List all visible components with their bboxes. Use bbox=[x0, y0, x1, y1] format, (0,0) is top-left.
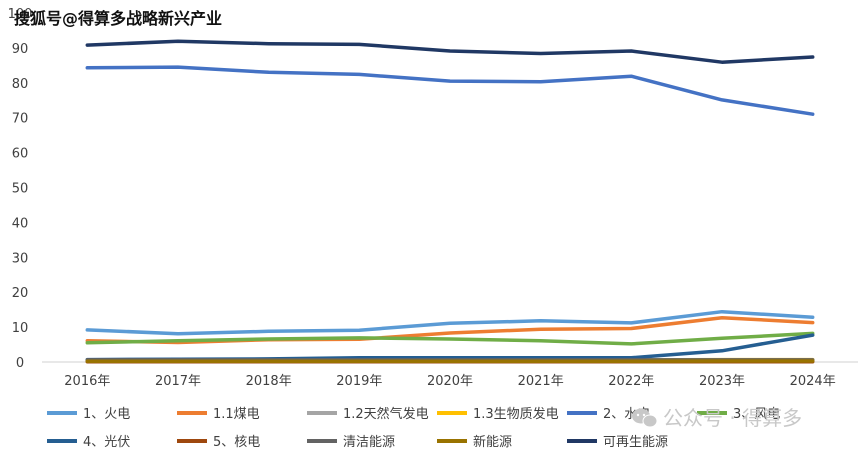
x-tick-label: 2021年 bbox=[518, 374, 564, 389]
y-tick-label: 60 bbox=[12, 147, 29, 162]
series-line bbox=[85, 65, 815, 116]
legend-label: 新能源 bbox=[473, 434, 512, 450]
x-tick-label: 2017年 bbox=[155, 374, 201, 389]
x-tick-label: 2022年 bbox=[608, 374, 654, 389]
legend-label: 1.1煤电 bbox=[213, 407, 260, 422]
series-line bbox=[85, 309, 815, 336]
x-tick-label: 2024年 bbox=[790, 374, 836, 389]
watermark-bottom: 公众号 · 得算多 bbox=[663, 406, 802, 430]
legend-label: 4、光伏 bbox=[83, 435, 130, 450]
legend-label: 可再生能源 bbox=[603, 435, 668, 450]
wechat-icon bbox=[632, 408, 658, 428]
legend-label: 5、核电 bbox=[213, 435, 260, 450]
y-tick-label: 70 bbox=[12, 112, 29, 127]
x-tick-label: 2020年 bbox=[427, 374, 473, 389]
series-line bbox=[85, 39, 815, 64]
y-tick-label: 80 bbox=[12, 77, 29, 92]
series-lines bbox=[85, 39, 815, 364]
y-tick-label: 50 bbox=[12, 182, 29, 197]
legend-label: 清洁能源 bbox=[343, 435, 395, 450]
x-tick-label: 2019年 bbox=[336, 374, 382, 389]
x-tick-label: 2018年 bbox=[246, 374, 292, 389]
y-tick-label: 100 bbox=[8, 7, 33, 22]
y-tick-label: 10 bbox=[12, 321, 29, 336]
y-tick-label: 90 bbox=[12, 42, 29, 57]
y-tick-label: 40 bbox=[12, 216, 29, 231]
legend-label: 1.3生物质发电 bbox=[473, 406, 559, 422]
legend-label: 1、火电 bbox=[83, 407, 130, 422]
y-tick-label: 0 bbox=[16, 356, 24, 371]
watermark-top: 搜狐号@得算多战略新兴产业 bbox=[14, 9, 222, 28]
y-tick-label: 30 bbox=[12, 251, 29, 266]
y-axis-ticks: 0 10 20 30 40 50 60 70 80 90 100 bbox=[8, 7, 33, 371]
x-tick-label: 2023年 bbox=[699, 374, 745, 389]
x-tick-label: 2016年 bbox=[64, 374, 110, 389]
legend-label: 3、风电 bbox=[733, 407, 780, 422]
x-axis-ticks: 2016年 2017年 2018年 2019年 2020年 2021年 2022年 2023年… bbox=[64, 374, 835, 389]
legend-label: 1.2天然气发电 bbox=[343, 406, 429, 422]
series-line bbox=[85, 331, 815, 346]
y-tick-label: 20 bbox=[12, 286, 29, 301]
